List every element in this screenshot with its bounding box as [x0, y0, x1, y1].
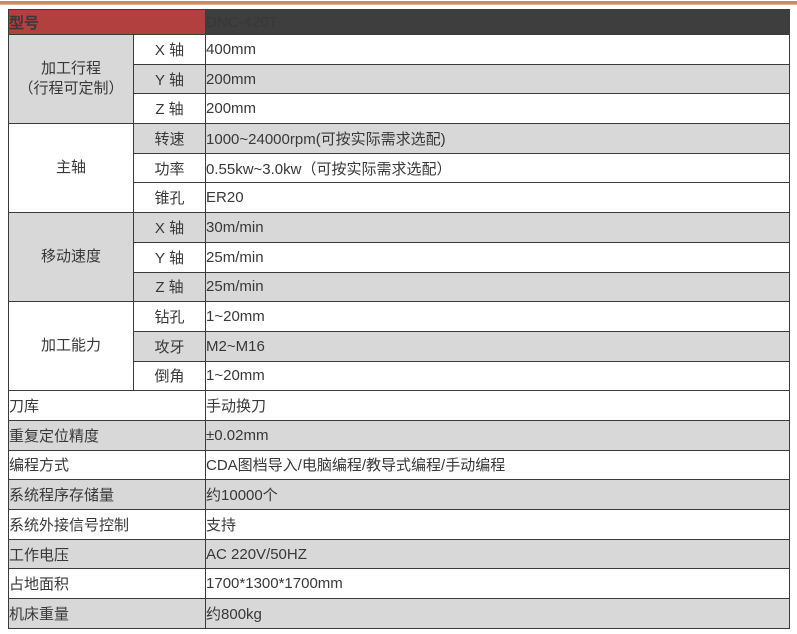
sub-label-z-axis: Z 轴: [132, 93, 207, 125]
sub-label-spindle-power: 功率: [132, 152, 207, 184]
value-x-axis-travel: 400mm: [205, 34, 791, 65]
row-label-tool-magazine: 刀库: [7, 390, 207, 421]
section-label-machining-capacity: 加工能力: [8, 301, 134, 392]
row-label-working-voltage: 工作电压: [7, 538, 207, 570]
table-row: Y 轴 25m/min: [9, 241, 791, 273]
value-spindle-power: 0.55kw~3.0kw（可按实际需求选配）: [205, 152, 791, 184]
value-repeat-positioning-accuracy: ±0.02mm: [205, 419, 791, 451]
table-row: 加工能力 钻孔 1~20mm: [8, 301, 791, 392]
table-row: 编程方式 CDA图档导入/电脑编程/教导式编程/手动编程: [7, 449, 791, 481]
value-y-axis-travel: 200mm: [205, 63, 791, 95]
sub-label-y-axis: Y 轴: [132, 63, 207, 95]
row-label-external-signal-control: 系统外接信号控制: [7, 509, 207, 540]
value-z-axis-speed: 25m/min: [205, 271, 791, 303]
section-label-spindle: 主轴: [8, 123, 134, 214]
row-label-repeat-positioning-accuracy: 重复定位精度: [7, 419, 207, 451]
sub-label-spindle-speed: 转速: [132, 123, 207, 154]
section-label-machining-travel: 加工行程 （行程可定制）: [8, 33, 134, 125]
value-tapping: M2~M16: [205, 330, 791, 362]
value-chamfering: 1~20mm: [205, 360, 791, 392]
table-row: Z 轴 200mm: [9, 93, 791, 125]
sub-label-taper-hole: 锥孔: [132, 182, 207, 214]
model-header-value: DNC-420T: [205, 9, 791, 35]
value-tool-magazine: 手动换刀: [205, 390, 791, 421]
sub-label-x-axis: X 轴: [132, 34, 207, 65]
sub-label-x-axis: X 轴: [132, 212, 207, 243]
table-row: 刀库 手动换刀: [7, 390, 791, 421]
section-label-line1: 主轴: [55, 158, 86, 176]
table-row: 锥孔 ER20: [9, 182, 791, 214]
table-row: 占地面积 1700*1300*1700mm: [7, 568, 791, 600]
value-taper-hole: ER20: [205, 182, 791, 214]
row-label-machine-weight: 机床重量: [7, 598, 207, 629]
table-row: 功率 0.55kw~3.0kw（可按实际需求选配）: [9, 152, 791, 184]
table-row: 系统外接信号控制 支持: [7, 509, 791, 540]
table-row: 移动速度 X 轴 30m/min: [8, 212, 791, 303]
value-y-axis-speed: 25m/min: [205, 241, 791, 273]
section-label-line1: 加工能力: [40, 337, 101, 355]
table-row: 工作电压 AC 220V/50HZ: [7, 538, 791, 570]
section-label-line2: （行程可定制）: [18, 80, 124, 98]
row-label-programming-method: 编程方式: [7, 449, 207, 481]
value-external-signal-control: 支持: [205, 509, 791, 540]
table-row: 加工行程 （行程可定制） X 轴 400mm: [8, 33, 791, 125]
table-row: 攻牙 M2~M16: [9, 330, 791, 362]
spec-table: 型号 DNC-420T 加工行程 （行程可定制） X 轴 400mm Y 轴 2…: [7, 9, 791, 629]
table-row: 倒角 1~20mm: [9, 360, 791, 392]
value-working-voltage: AC 220V/50HZ: [205, 538, 791, 570]
value-machine-weight: 约800kg: [205, 598, 791, 629]
value-footprint: 1700*1300*1700mm: [205, 568, 791, 600]
table-row: 主轴 转速 1000~24000rpm(可按实际需求选配): [8, 123, 791, 214]
value-drilling: 1~20mm: [205, 301, 791, 332]
value-spindle-speed: 1000~24000rpm(可按实际需求选配): [205, 123, 791, 154]
section-label-travel-speed: 移动速度: [8, 212, 134, 303]
value-z-axis-travel: 200mm: [205, 93, 791, 125]
row-label-program-storage: 系统程序存储量: [7, 479, 207, 510]
sub-label-tapping: 攻牙: [132, 330, 207, 362]
sub-label-chamfering: 倒角: [132, 360, 207, 392]
table-row: 系统程序存储量 约10000个: [7, 479, 791, 510]
sub-label-drilling: 钻孔: [132, 301, 207, 332]
header-row: 型号 DNC-420T: [7, 9, 791, 35]
table-row: 机床重量 约800kg: [7, 598, 791, 629]
value-program-storage: 约10000个: [205, 479, 791, 510]
section-label-line1: 移动速度: [40, 248, 101, 266]
sub-label-z-axis: Z 轴: [132, 271, 207, 303]
top-accent-bar: [0, 1, 797, 5]
table-row: 重复定位精度 ±0.02mm: [7, 419, 791, 451]
sub-label-y-axis: Y 轴: [132, 241, 207, 273]
model-header-label: 型号: [7, 9, 207, 35]
value-programming-method: CDA图档导入/电脑编程/教导式编程/手动编程: [205, 449, 791, 481]
row-label-footprint: 占地面积: [7, 568, 207, 600]
value-x-axis-speed: 30m/min: [205, 212, 791, 243]
section-label-line1: 加工行程: [40, 59, 101, 77]
